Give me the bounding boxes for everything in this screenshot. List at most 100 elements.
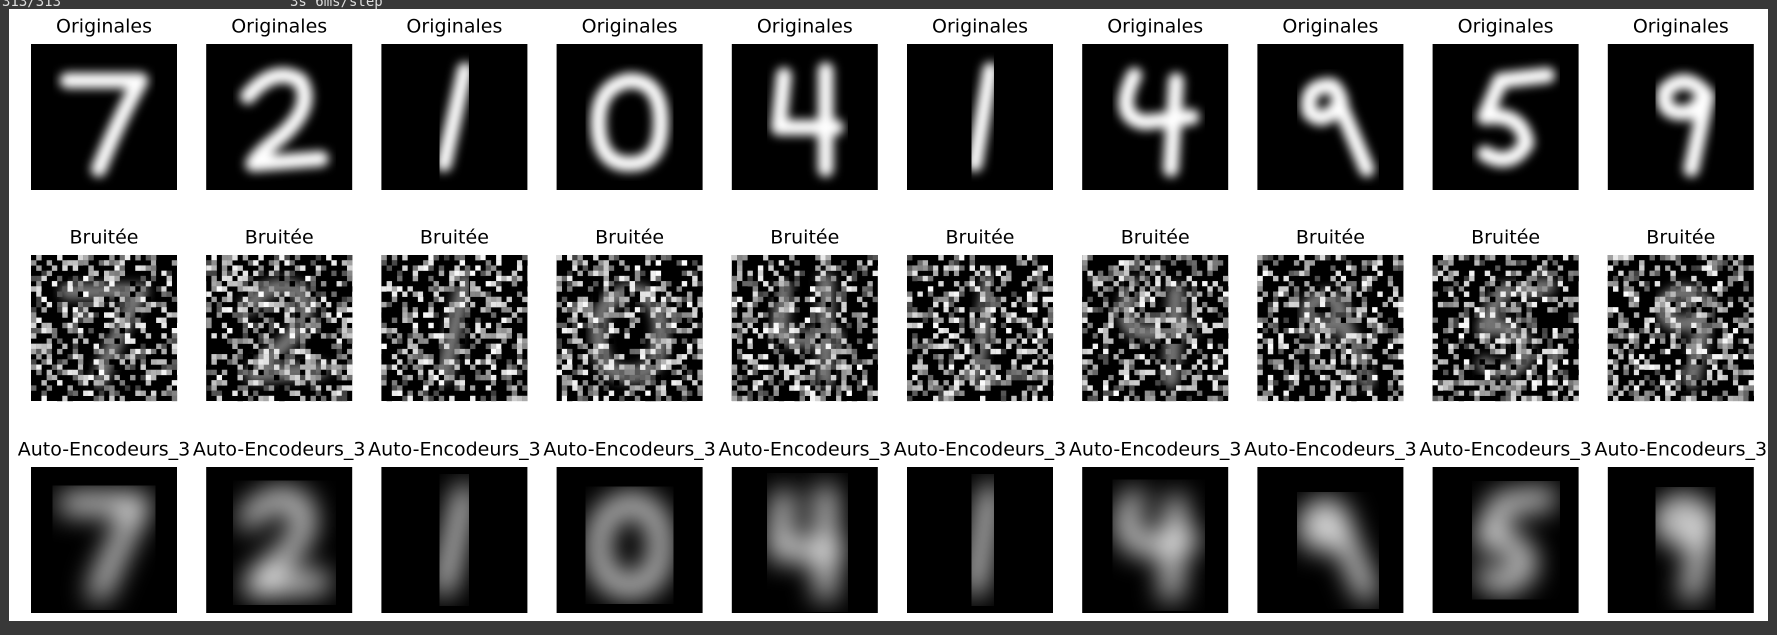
noise-pixel: [1670, 322, 1676, 329]
noise-pixel: [676, 286, 682, 292]
noise-pixel: [1257, 364, 1263, 370]
noise-pixel: [1706, 255, 1713, 261]
noise-pixel: [1267, 385, 1274, 391]
noise-pixel: [1489, 380, 1496, 386]
noise-pixel: [731, 255, 738, 261]
noise-pixel: [412, 333, 419, 339]
noise-pixel: [1743, 322, 1749, 329]
noise-pixel: [1351, 307, 1357, 313]
noise-pixel: [1273, 322, 1279, 329]
noise-pixel: [810, 380, 816, 386]
noise-pixel: [922, 390, 929, 396]
noise-pixel: [830, 369, 837, 376]
noise-pixel: [211, 354, 217, 360]
noise-pixel: [1262, 317, 1269, 323]
noise-pixel: [124, 296, 131, 303]
noise-pixel: [757, 291, 764, 297]
noise-pixel: [1738, 380, 1744, 386]
image-title: Bruitée: [1121, 227, 1190, 249]
noise-pixel: [1453, 343, 1459, 350]
noise-pixel: [671, 296, 677, 303]
noise-pixel: [289, 281, 296, 287]
noise-pixel: [995, 338, 1002, 344]
noise-pixel: [1521, 390, 1527, 396]
noise-pixel: [1011, 369, 1017, 376]
noise-pixel: [1613, 260, 1619, 266]
noise-pixel: [1144, 338, 1151, 344]
noise-pixel: [1325, 395, 1331, 402]
noise-pixel: [1257, 275, 1263, 282]
noise-pixel: [470, 343, 476, 350]
noise-pixel: [567, 307, 573, 313]
noise-pixel: [1314, 343, 1321, 350]
digit-stroke: [239, 489, 330, 596]
noise-pixel: [459, 291, 466, 297]
noise-pixel: [1531, 328, 1538, 334]
noise-pixel: [449, 307, 455, 313]
noise-pixel: [83, 390, 89, 396]
noise-pixel: [943, 380, 949, 386]
noise-pixel: [1489, 322, 1496, 329]
noise-pixel: [624, 364, 630, 370]
noise-pixel: [211, 380, 217, 386]
image-title: Auto-Encodeurs_3: [368, 439, 541, 461]
noise-pixel: [943, 348, 949, 355]
noise-pixel: [166, 390, 172, 396]
noise-pixel: [1717, 348, 1723, 355]
noise-pixel: [747, 312, 753, 318]
noise-pixel: [273, 322, 280, 329]
noise-pixel: [577, 296, 583, 303]
noise-pixel: [346, 385, 353, 391]
noise-pixel: [912, 312, 918, 318]
noise-pixel: [1701, 286, 1708, 292]
noise-pixel: [1463, 281, 1470, 287]
noise-pixel: [1712, 260, 1718, 266]
noise-pixel: [135, 317, 141, 323]
noise-pixel: [1738, 338, 1744, 344]
noise-pixel: [289, 307, 296, 313]
noise-pixel: [305, 307, 311, 313]
noise-pixel: [130, 354, 136, 360]
noise-pixel: [346, 296, 353, 303]
noise-pixel: [1680, 359, 1687, 365]
noise-pixel: [1448, 260, 1454, 266]
noise-pixel: [268, 317, 275, 323]
noise-pixel: [1722, 374, 1728, 381]
noise-pixel: [1026, 348, 1033, 355]
noise-pixel: [1042, 265, 1048, 271]
noise-pixel: [145, 281, 152, 287]
noise-pixel: [1021, 369, 1028, 376]
noise-pixel: [856, 260, 863, 266]
noise-pixel: [336, 328, 342, 334]
noise-pixel: [556, 359, 563, 365]
noise-pixel: [1267, 255, 1274, 261]
noise-pixel: [1607, 328, 1614, 334]
noise-pixel: [1356, 291, 1362, 297]
noise-pixel: [650, 296, 656, 303]
noise-pixel: [300, 395, 306, 402]
noise-pixel: [93, 359, 99, 365]
noise-pixel: [561, 385, 568, 391]
noise-pixel: [336, 348, 342, 355]
noise-pixel: [862, 270, 868, 277]
noise-pixel: [825, 385, 832, 391]
noise-pixel: [341, 281, 348, 287]
noise-pixel: [640, 291, 646, 297]
noise-pixel: [1366, 286, 1373, 292]
noise-pixel: [206, 275, 212, 282]
noise-pixel: [582, 359, 589, 365]
noise-pixel: [666, 395, 672, 402]
noise-pixel: [1633, 390, 1640, 396]
noise-pixel: [1000, 390, 1007, 396]
noise-pixel: [783, 265, 790, 271]
noise-pixel: [221, 265, 228, 271]
noise-pixel: [1623, 333, 1629, 339]
noise-pixel: [289, 265, 296, 271]
noise-pixel: [634, 270, 641, 277]
noise-pixel: [582, 296, 589, 303]
noise-pixel: [1717, 354, 1723, 360]
noise-pixel: [449, 395, 455, 402]
noise-pixel: [737, 260, 743, 266]
noise-pixel: [1377, 328, 1383, 334]
noise-pixel: [511, 374, 518, 381]
